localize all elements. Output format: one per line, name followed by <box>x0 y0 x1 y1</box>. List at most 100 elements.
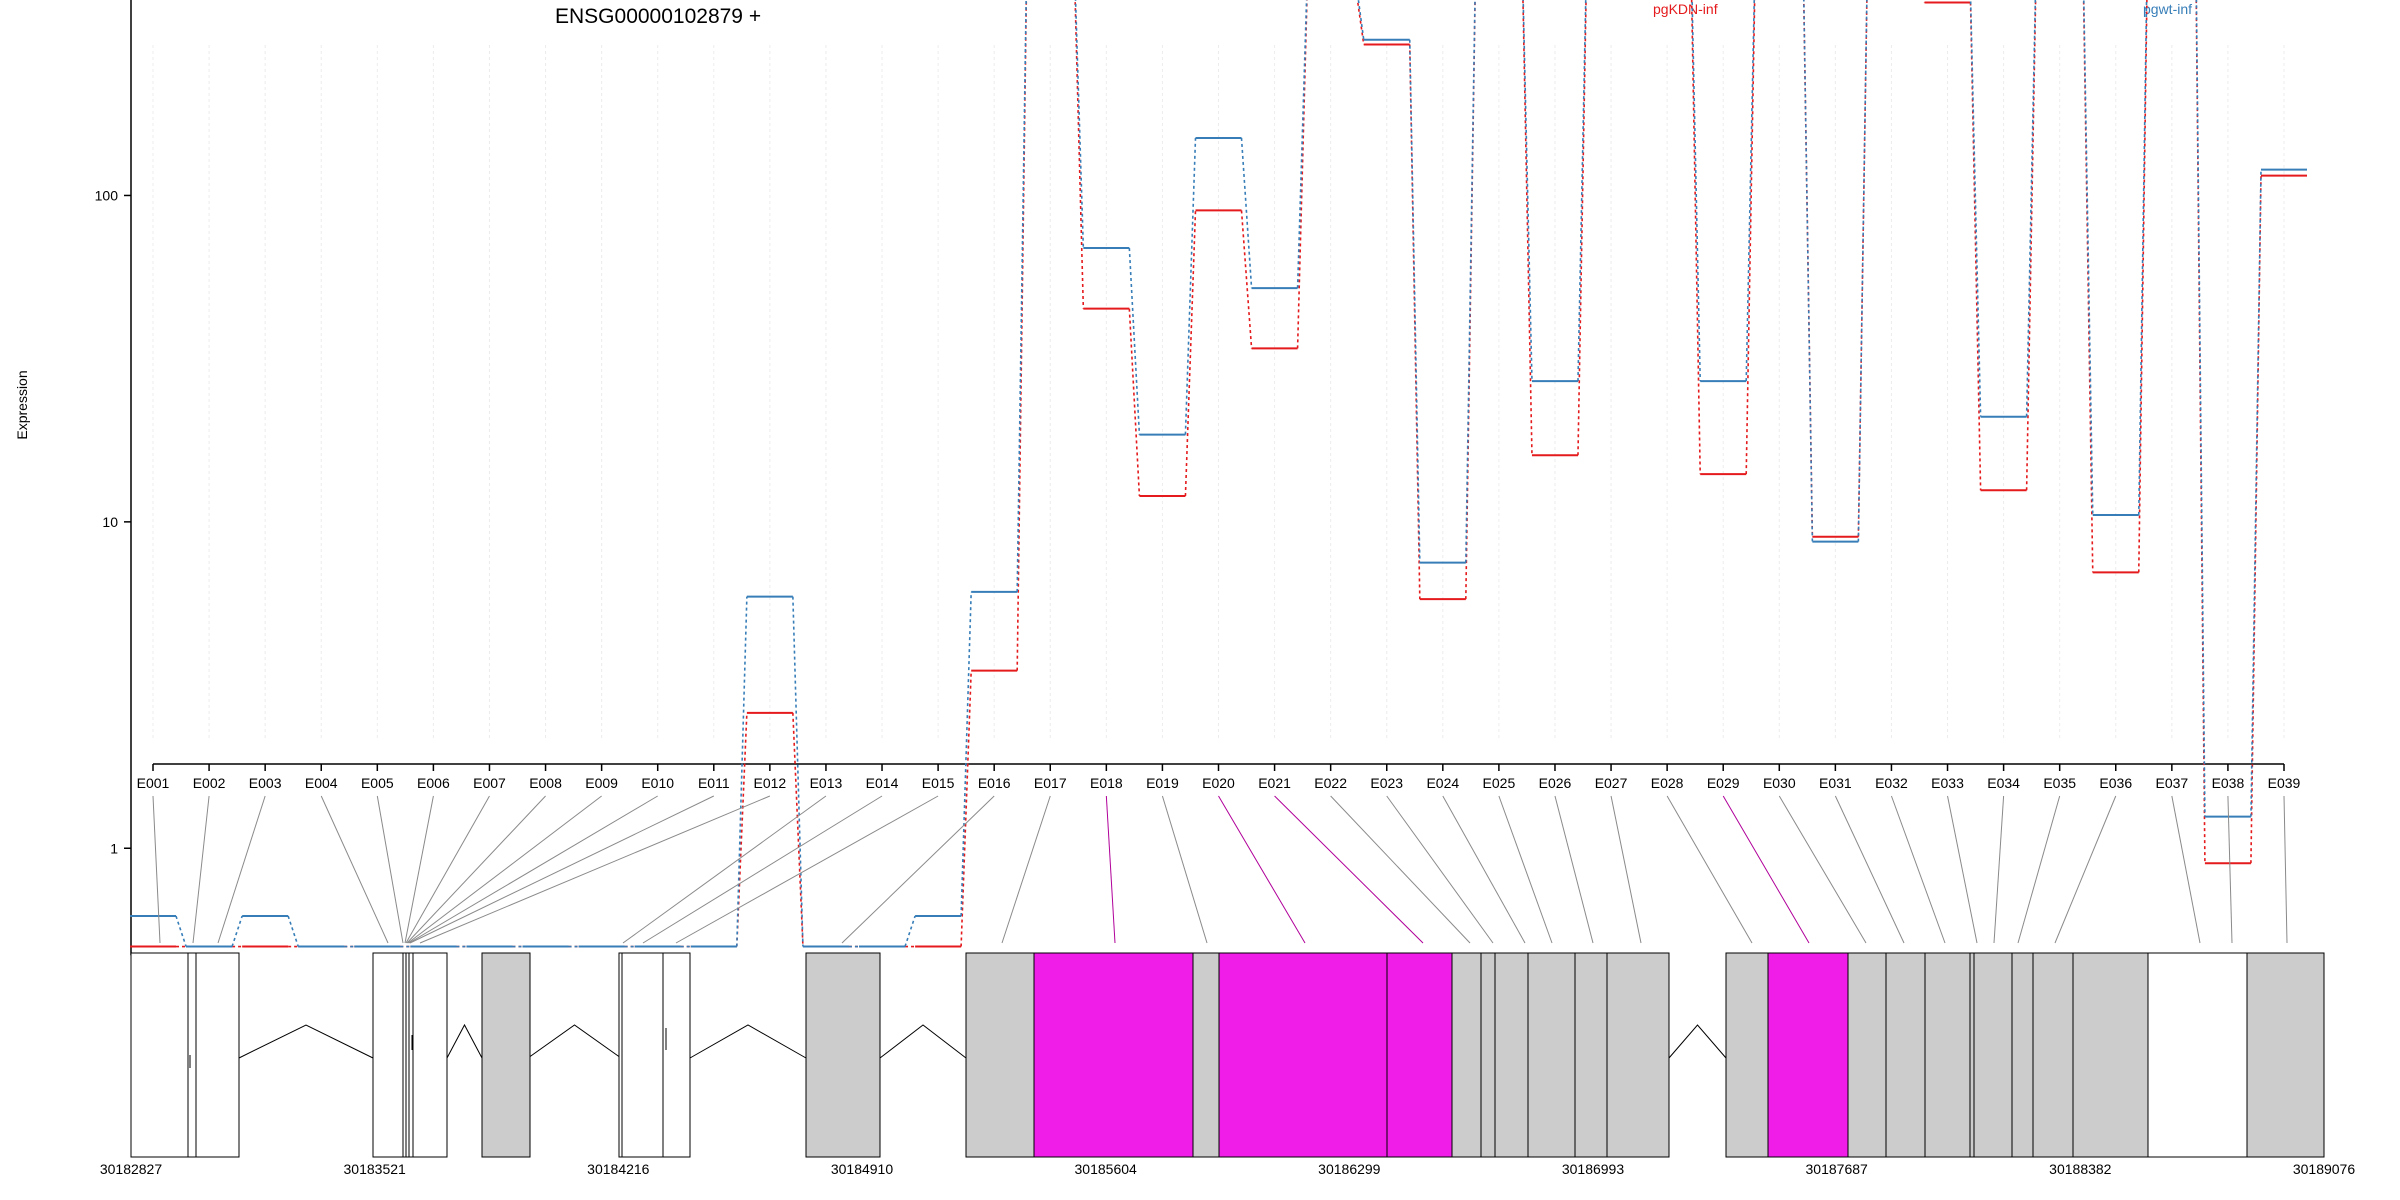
coordinate-label: 30188382 <box>2049 1161 2112 1177</box>
exon-box <box>195 952 240 1158</box>
x-tick-label: E037 <box>2155 775 2188 791</box>
exon-connector <box>320 795 389 944</box>
series-connector <box>1465 0 1476 600</box>
exon-connector <box>1947 795 1978 944</box>
series-connector <box>2195 0 2206 817</box>
exon-box <box>2147 952 2248 1158</box>
intron-line <box>1668 1024 1727 1059</box>
series-connector <box>1240 137 1253 289</box>
series-connector <box>792 712 804 947</box>
exon-box <box>372 952 404 1158</box>
series-connector <box>1577 0 1587 382</box>
exon-connector <box>622 795 827 944</box>
series-connector <box>231 915 243 947</box>
x-tick-label: E006 <box>417 775 450 791</box>
exon-connector <box>1218 795 1306 944</box>
exon-box <box>621 952 664 1158</box>
exon-box <box>1725 952 1769 1158</box>
legend-pgKDN-inf: pgKDN-inf <box>1653 1 1718 17</box>
chart-title: ENSG00000102879 + <box>555 5 761 28</box>
x-axis: E001 E002 E003 E004 E005 E006 E007 E008 E009 E010… <box>137 763 2301 791</box>
intron-line <box>879 1024 967 1059</box>
x-tick-label: E020 <box>1202 775 1235 791</box>
x-tick-label: E011 <box>698 775 730 791</box>
intron-line <box>238 1024 374 1059</box>
intron-line <box>527 1024 622 1059</box>
y-axis: 1101001000 <box>95 0 132 956</box>
x-tick-label: E002 <box>193 775 226 791</box>
exon-connector <box>419 795 771 944</box>
series-connector <box>1296 0 1308 289</box>
x-tick-label: E028 <box>1651 775 1684 791</box>
x-tick-label: E008 <box>529 775 562 791</box>
exon-connector <box>1993 795 2005 944</box>
series-connector <box>2082 0 2094 573</box>
coordinate-label: 30184910 <box>831 1161 894 1177</box>
exon-connector <box>217 795 266 944</box>
x-tick-label: E007 <box>473 775 506 791</box>
exon-connector <box>1890 795 1946 944</box>
exon-connector <box>642 795 883 944</box>
series-connector <box>2137 0 2148 573</box>
exon-connector <box>409 795 715 944</box>
series-connector <box>1240 210 1253 349</box>
exon-connector <box>1498 795 1553 944</box>
coordinate-label: 30187687 <box>1806 1161 1869 1177</box>
exon-box <box>1885 952 1926 1158</box>
exon-connector <box>1105 795 1116 944</box>
exon-connector <box>2227 795 2233 944</box>
exon-connector <box>1442 795 1526 944</box>
series-connector <box>1128 308 1141 497</box>
exon-connector <box>408 795 658 944</box>
coordinate-label: 30186993 <box>1562 1161 1625 1177</box>
series-lines <box>130 0 2307 948</box>
series-connector <box>1465 0 1476 563</box>
exon-box <box>1218 952 1388 1158</box>
exon-connector <box>406 795 546 944</box>
coordinate-label: 30186299 <box>1318 1161 1381 1177</box>
coordinate-label: 30183521 <box>344 1161 407 1177</box>
exon-box <box>2032 952 2074 1158</box>
series-connector <box>1128 248 1141 435</box>
grid-lines <box>152 45 2285 738</box>
exon-box <box>130 952 189 1158</box>
intron-line <box>689 1024 807 1059</box>
exon-box <box>408 952 414 1158</box>
exon-connector <box>404 795 434 944</box>
exon-connector <box>1722 795 1810 944</box>
series-connector <box>904 915 916 947</box>
x-tick-label: E018 <box>1090 775 1123 791</box>
x-tick-label: E017 <box>1034 775 1067 791</box>
exon-box <box>1606 952 1670 1158</box>
series-connector <box>1577 0 1587 456</box>
exon-connector <box>376 795 404 944</box>
exon-box <box>1767 952 1849 1158</box>
exon-connector <box>841 795 995 944</box>
exon-connector <box>2017 795 2061 944</box>
x-tick-label: E036 <box>2099 775 2132 791</box>
exon-box <box>1574 952 1608 1158</box>
exon-box <box>481 952 531 1158</box>
coordinate-label: 30189076 <box>2293 1161 2356 1177</box>
y-tick-label: 1 <box>110 840 118 856</box>
exon-box <box>1480 952 1496 1158</box>
x-tick-label: E035 <box>2043 775 2076 791</box>
x-tick-label: E019 <box>1146 775 1179 791</box>
series-connector <box>1357 0 1365 40</box>
exon-box <box>662 952 691 1158</box>
x-tick-label: E016 <box>978 775 1011 791</box>
series-connector <box>735 596 748 947</box>
x-tick-label: E021 <box>1258 775 1291 791</box>
series-connector <box>2025 0 2037 417</box>
series-connector <box>960 670 972 947</box>
series-pgwt-inf <box>130 0 2307 948</box>
exon-connector <box>407 795 602 944</box>
x-tick-label: E034 <box>1987 775 2020 791</box>
series-connector <box>1923 0 1926 3</box>
x-tick-label: E030 <box>1763 775 1796 791</box>
series-connector <box>1074 0 1085 309</box>
exon-connectors <box>152 795 2288 944</box>
series-connector <box>1016 0 1028 671</box>
x-tick-label: E015 <box>922 775 955 791</box>
